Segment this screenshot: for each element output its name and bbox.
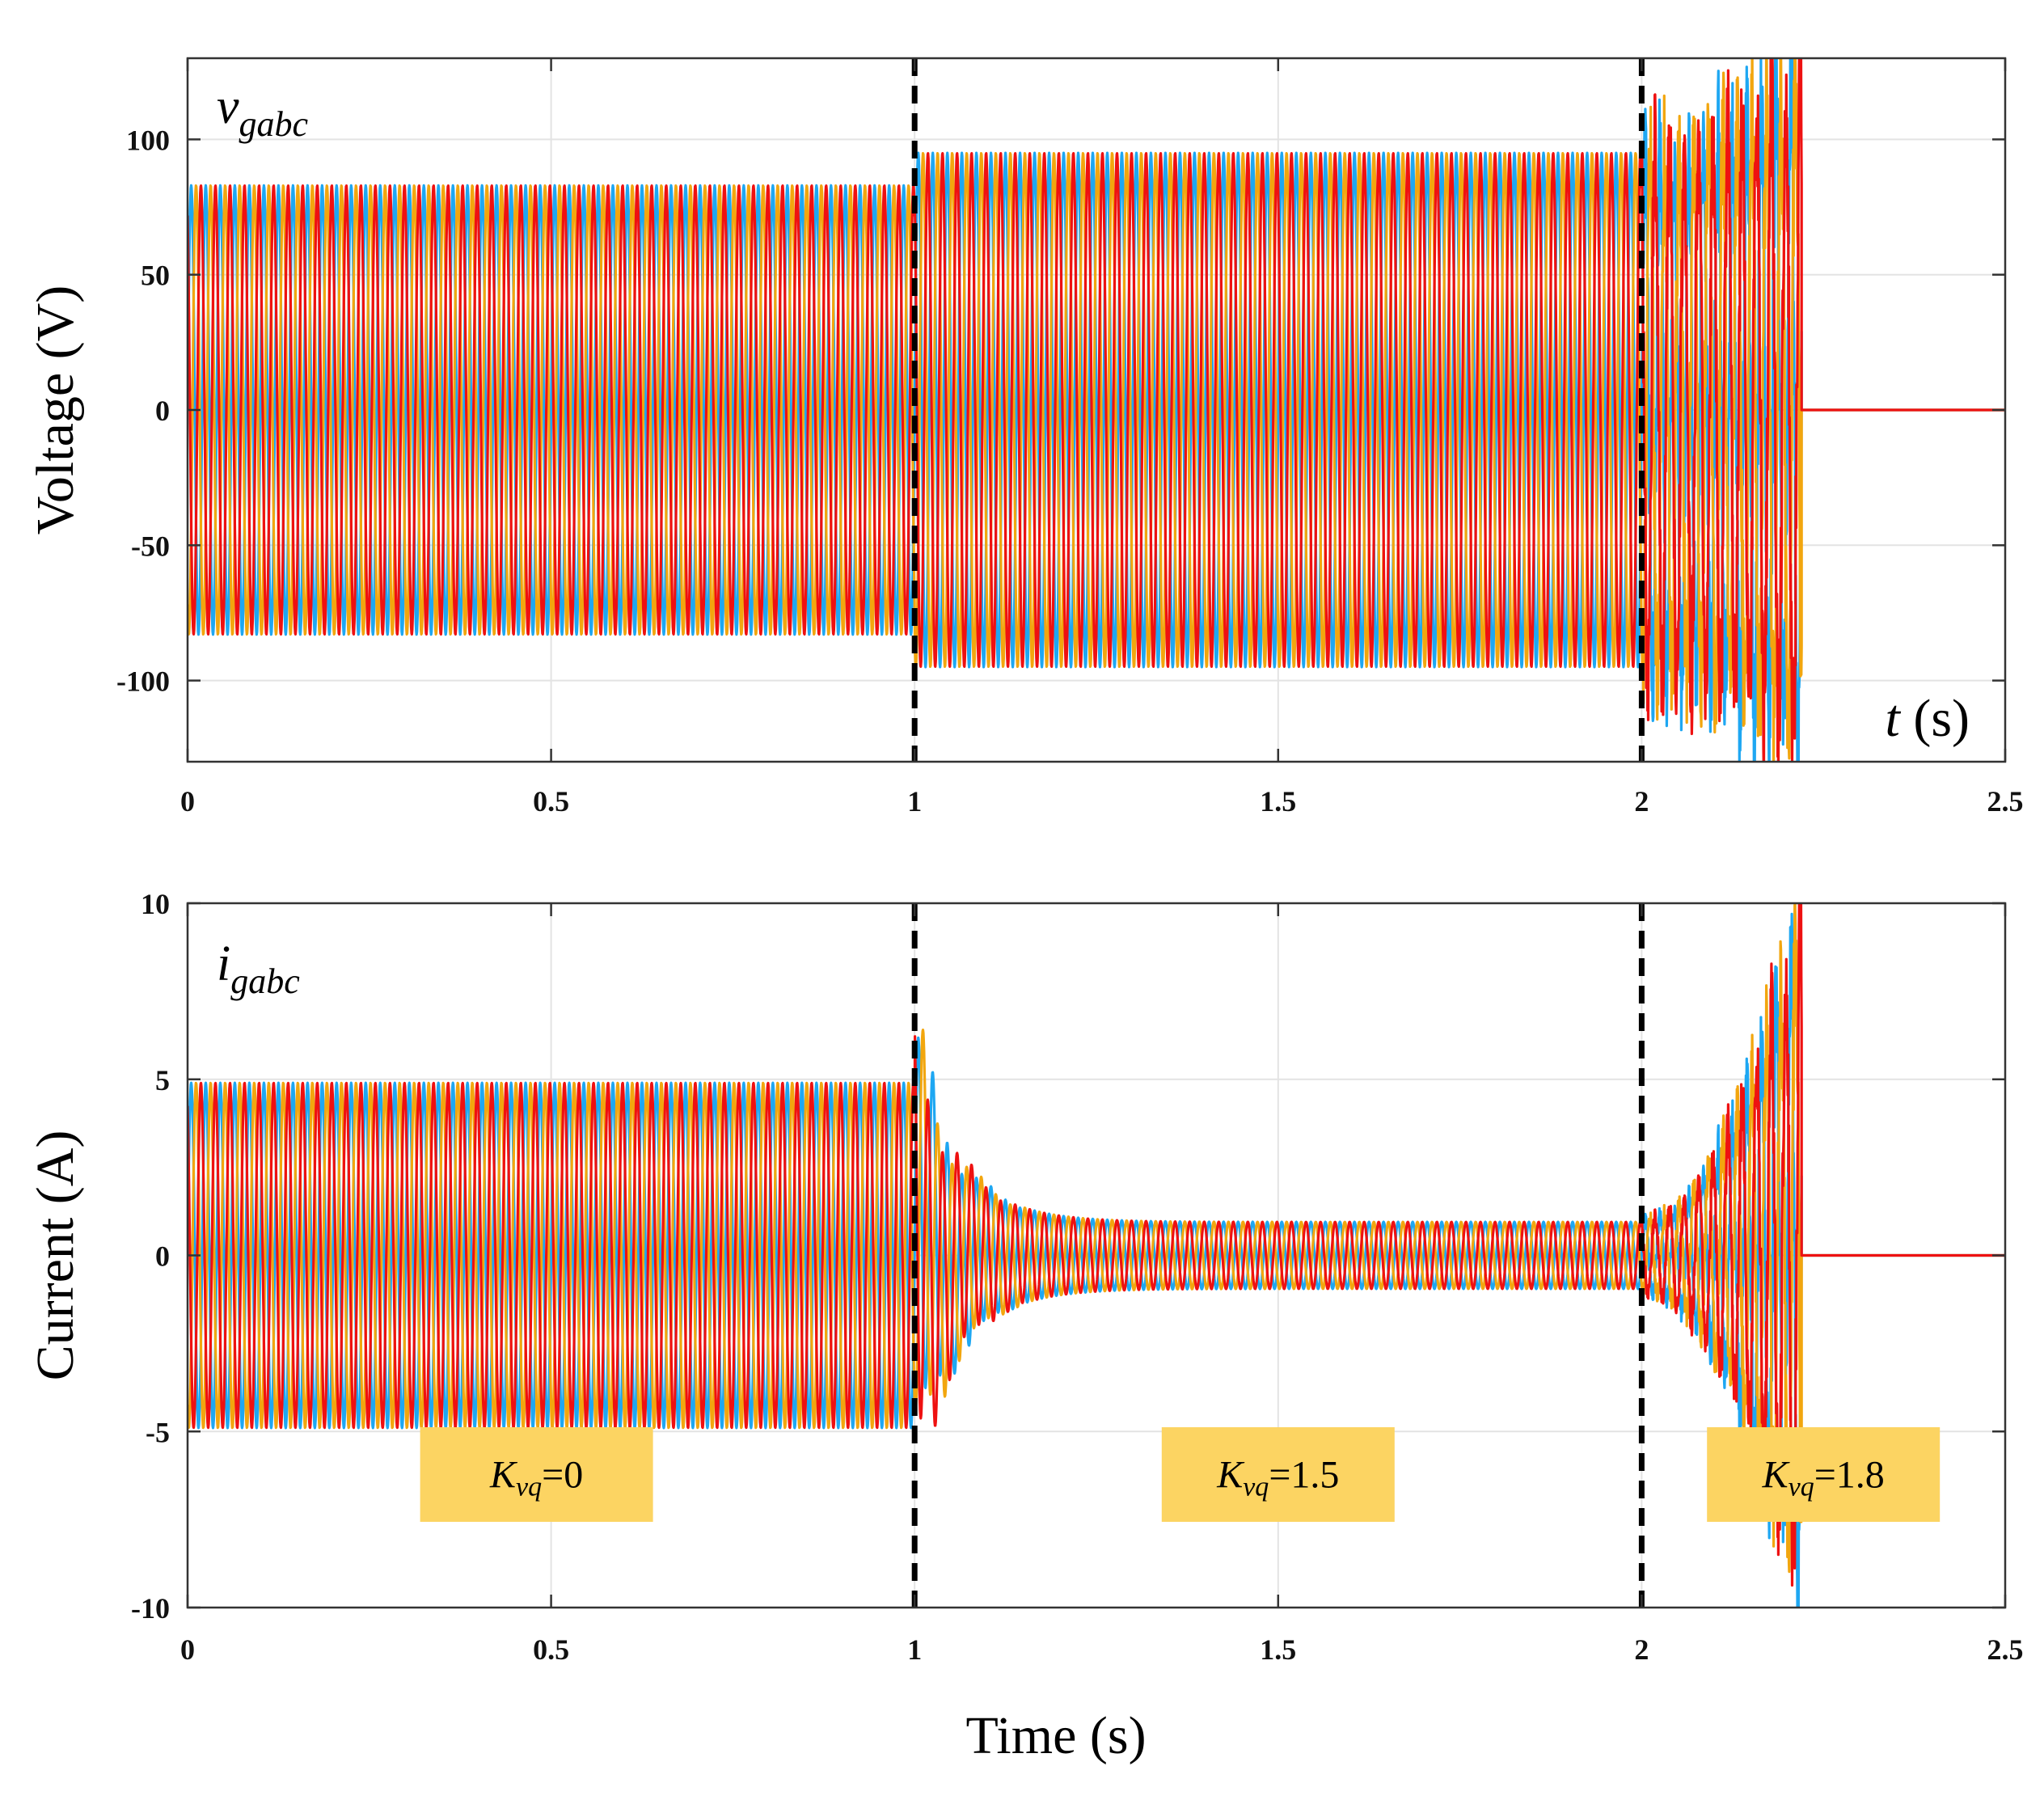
k-subscript: vq [1243,1473,1269,1502]
y-tick-label: 50 [141,260,170,292]
x-tick-label: 2 [1634,785,1649,818]
k-value: =1.8 [1814,1454,1885,1497]
y-tick-label: 100 [126,124,170,156]
k-value: =0 [542,1454,583,1497]
y-tick-label: 5 [155,1064,170,1096]
y-tick-label: -5 [146,1416,170,1448]
x-tick-label: 0.5 [533,1633,569,1666]
k-symbol: K [489,1454,518,1497]
k-annotation-box [1161,1427,1395,1522]
x-tick-label: 0 [180,785,195,818]
signal-label: igabc [217,936,300,1001]
k-annotation-box [1707,1427,1941,1522]
k-symbol: K [1762,1454,1791,1497]
y-tick-label: 0 [155,1240,170,1273]
signal-label-main: i [217,936,230,991]
signal-label-main: v [217,79,239,134]
k-annotation-label: Kvq=0 [489,1454,583,1502]
series-line-phase-c [188,903,2005,1587]
k-value: =1.5 [1269,1454,1339,1497]
x-tick-label: 1.5 [1260,785,1296,818]
k-annotation-label: Kvq=1.5 [1216,1454,1339,1502]
x-tick-label: 1 [907,785,922,818]
y-axis-label: Voltage (V) [26,285,85,535]
y-axis-label: Current (A) [26,1130,85,1381]
x-tick-label: 0 [180,1633,195,1666]
k-subscript: vq [516,1473,542,1502]
series-group [188,903,2005,1608]
signal-label-sub: gabc [239,104,309,144]
y-tick-label: 10 [141,888,170,920]
y-tick-label: -10 [131,1592,170,1625]
y-tick-label: 0 [155,395,170,427]
series-line-phase-b [188,58,2005,762]
time-axis-var: t [1886,689,1902,748]
k-subscript: vq [1788,1473,1814,1502]
time-axis-label: t (s) [1886,689,1970,748]
x-axis-label: Time (s) [965,1706,1146,1765]
y-tick-label: -50 [131,530,170,562]
x-tick-label: 2.5 [1987,785,2024,818]
k-annotation-box [420,1427,653,1522]
time-axis-unit: (s) [1900,689,1970,748]
x-tick-label: 0.5 [533,785,569,818]
x-tick-label: 1 [907,1633,922,1666]
x-tick-label: 2 [1634,1633,1649,1666]
k-annotation-label: Kvq=1.8 [1762,1454,1885,1502]
series-line-phase-b [188,903,2005,1574]
signal-label-sub: gabc [230,961,300,1001]
y-tick-label: -100 [116,665,170,698]
signal-label: vgabc [217,79,309,144]
x-tick-label: 1.5 [1260,1633,1296,1666]
k-symbol: K [1216,1454,1245,1497]
series-line-phase-c [188,58,2005,762]
current-panel: 0 0.5 1 1.5 2 2.5 10 5 0 -5 -10 Current (A) igabc Kvq… [26,888,2024,1666]
series-group [188,58,2005,762]
x-tick-label: 2.5 [1987,1633,2024,1666]
voltage-panel: 0 0.5 1 1.5 2 2.5 100 50 0 -50 -100 Voltage (V) vgab… [26,57,2024,818]
